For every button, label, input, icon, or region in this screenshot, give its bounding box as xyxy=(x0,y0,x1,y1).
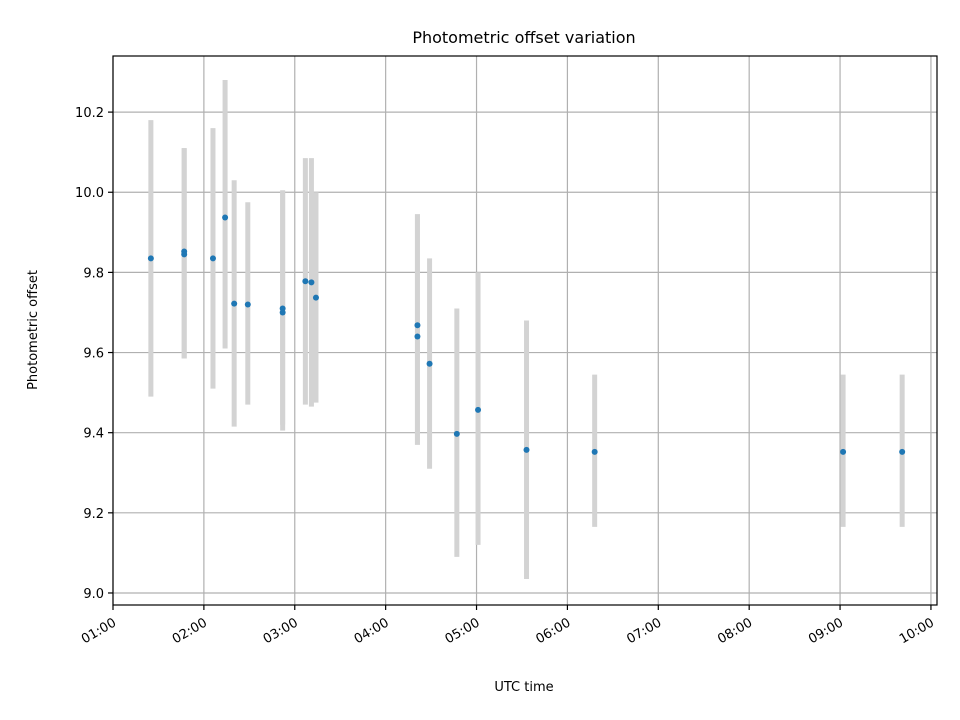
data-point xyxy=(279,309,286,316)
x-tick-label: 07:00 xyxy=(624,615,664,647)
x-tick-label: 04:00 xyxy=(352,615,392,647)
data-point xyxy=(302,278,309,285)
data-point xyxy=(312,294,319,301)
data-point xyxy=(426,360,433,367)
x-tick-label: 09:00 xyxy=(806,615,846,647)
y-tick-label: 9.8 xyxy=(83,266,104,281)
y-axis-label: Photometric offset xyxy=(26,270,41,390)
errorbar-layer xyxy=(148,80,905,579)
y-tick-label: 9.4 xyxy=(83,427,104,442)
plot-frame xyxy=(112,55,938,606)
data-point xyxy=(523,446,530,453)
x-tick-label: 03:00 xyxy=(261,615,301,647)
data-point xyxy=(453,430,460,437)
y-tick-label: 10.2 xyxy=(75,106,104,121)
x-tick-label: 06:00 xyxy=(533,615,573,647)
x-tick-label: 05:00 xyxy=(443,615,483,647)
x-tick-label: 08:00 xyxy=(715,615,755,647)
data-point xyxy=(840,448,847,455)
x-axis-label: UTC time xyxy=(494,680,553,695)
x-axis-ticks: 01:00 02:00 03:00 04:00 05:00 06:00 07:00 08:00… xyxy=(79,605,937,647)
data-point xyxy=(209,255,216,262)
x-tick-label: 02:00 xyxy=(170,615,210,647)
data-point xyxy=(147,255,154,262)
data-point xyxy=(475,406,482,413)
x-tick-label: 01:00 xyxy=(79,615,119,647)
data-point xyxy=(899,448,906,455)
data-point xyxy=(414,333,421,340)
y-axis-ticks: 9.0 9.2 9.4 9.6 9.8 10.0 10.2 xyxy=(75,106,113,602)
y-tick-label: 9.6 xyxy=(83,347,104,362)
y-tick-label: 9.2 xyxy=(83,507,104,522)
data-point xyxy=(244,301,251,308)
data-point xyxy=(591,448,598,455)
data-point xyxy=(414,322,421,329)
data-point xyxy=(181,251,188,258)
data-point xyxy=(222,214,229,221)
y-tick-label: 9.0 xyxy=(83,587,104,602)
data-point xyxy=(308,279,315,286)
point-layer xyxy=(147,214,906,455)
chart-title: Photometric offset variation xyxy=(412,28,635,47)
data-point xyxy=(231,300,238,307)
x-tick-label: 10:00 xyxy=(897,615,937,647)
y-tick-label: 10.0 xyxy=(75,186,104,201)
